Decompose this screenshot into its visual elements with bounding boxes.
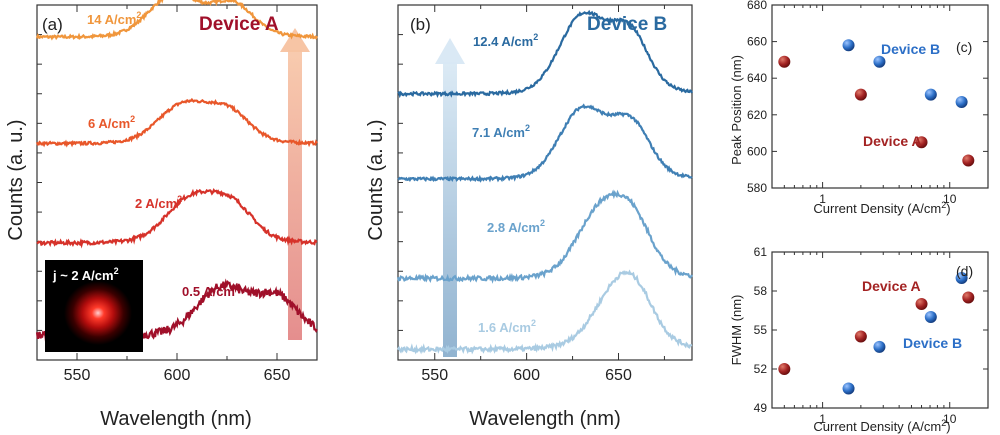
emission-inset: j ~ 2 A/cm2 (45, 260, 143, 352)
panel-c-axes: 580 600 620 640 660 680 1 10 (747, 0, 989, 206)
curve-label: 6 A/cm2 (88, 114, 135, 131)
panel-b: 550 600 650 (b) Device B 12.4 A/cm2 7.1 A/c… (365, 4, 693, 430)
x-tick-label: 10 (943, 192, 957, 206)
panel-d-letter: (d) (956, 263, 973, 279)
x-tick-label: 650 (264, 367, 291, 384)
data-point (778, 55, 791, 68)
y-tick-label: 660 (747, 35, 767, 49)
data-point (962, 291, 975, 304)
x-tick-label: 1 (819, 192, 826, 206)
spectrum-line (396, 189, 693, 284)
x-tick-label: 600 (164, 367, 191, 384)
spectrum-line (397, 269, 693, 355)
x-tick-label: 10 (943, 412, 957, 426)
y-tick-label: 580 (747, 181, 767, 195)
data-point (915, 136, 928, 149)
data-point (955, 272, 968, 284)
curve-label: 2 A/cm2 (135, 194, 182, 211)
panel-a-axes: 550 600 650 (36, 4, 318, 384)
panel-a-ylabel: Counts (a. u.) (5, 119, 27, 240)
panel-b-curves (396, 9, 693, 355)
y-tick-label: 52 (754, 362, 768, 376)
x-tick-label: 550 (421, 367, 448, 384)
data-point (873, 55, 886, 68)
panel-c-letter: (c) (956, 39, 972, 55)
y-tick-label: 58 (754, 284, 768, 298)
x-tick-label: 600 (513, 367, 540, 384)
panel-d: 49 52 55 58 61 1 10 (d) Device A Device B Curr… (729, 245, 989, 434)
curve-label: 14 A/cm2 (87, 10, 141, 27)
data-point (842, 382, 855, 395)
data-point (924, 88, 937, 101)
panel-b-axes: 550 600 650 (397, 4, 693, 384)
y-tick-label: 600 (747, 144, 767, 158)
panel-a-arrow-head (280, 28, 310, 52)
panel-b-arrow-shaft (443, 62, 457, 357)
panel-c-label-device-a: Device A (863, 133, 922, 149)
data-point (842, 39, 855, 52)
panel-a-curve-labels: 14 A/cm2 6 A/cm2 2 A/cm2 0.5 A/cm2 (87, 10, 240, 299)
panel-a-xlabel: Wavelength (nm) (100, 408, 252, 430)
panel-b-title: Device B (587, 14, 667, 35)
y-tick-label: 620 (747, 108, 767, 122)
panel-a-title: Device A (199, 14, 279, 35)
x-tick-label: 550 (64, 367, 91, 384)
data-point (778, 363, 791, 375)
data-point (854, 330, 867, 343)
panel-d-ylabel: FWHM (nm) (729, 295, 744, 366)
panel-c-ylabel: Peak Position (nm) (729, 55, 744, 165)
y-tick-label: 49 (754, 401, 768, 415)
x-tick-label: 1 (819, 412, 826, 426)
data-point (915, 298, 928, 310)
panel-c: 580 600 620 640 660 680 1 10 (c) Device B Devic… (729, 0, 989, 216)
spectrum-line (397, 103, 693, 183)
y-tick-label: 55 (754, 323, 768, 337)
panel-c-label-device-b: Device B (881, 41, 940, 57)
panel-c-xlabel: Current Density (A/cm2) (813, 200, 950, 216)
curve-label: 2.8 A/cm2 (487, 218, 545, 235)
spectrum-line (35, 0, 318, 41)
data-point (873, 340, 886, 353)
panel-b-arrow-head (435, 38, 465, 64)
x-tick-label: 650 (605, 367, 632, 384)
spectrum-line (35, 97, 318, 148)
panel-a-arrow-shaft (288, 50, 302, 340)
data-point (854, 88, 867, 101)
panel-a: 550 600 650 (a) Device A 14 A/cm2 6 A/cm2 2 … (5, 0, 318, 430)
panel-c-points (778, 39, 975, 167)
inset-label: j ~ 2 A/cm2 (52, 266, 119, 283)
panel-d-points (778, 272, 975, 395)
panel-d-axes: 49 52 55 58 61 1 10 (754, 245, 989, 426)
panel-d-label-device-b: Device B (903, 335, 962, 351)
panel-b-xlabel: Wavelength (nm) (469, 408, 621, 430)
data-point (955, 95, 968, 108)
panel-b-curve-labels: 12.4 A/cm2 7.1 A/cm2 2.8 A/cm2 1.6 A/cm2 (472, 32, 545, 335)
inset-glow (64, 281, 132, 345)
curve-label: 12.4 A/cm2 (473, 32, 538, 49)
panel-d-label-device-a: Device A (862, 278, 921, 294)
curve-label: 7.1 A/cm2 (472, 123, 530, 140)
y-tick-label: 680 (747, 0, 767, 12)
data-point (962, 154, 975, 167)
y-tick-label: 61 (754, 245, 768, 259)
spectrum-line (397, 9, 693, 99)
panel-a-letter: (a) (42, 15, 63, 34)
panel-d-xlabel: Current Density (A/cm2) (813, 418, 950, 434)
curve-label: 0.5 A/cm2 (182, 282, 240, 299)
curve-label: 1.6 A/cm2 (478, 318, 536, 335)
y-tick-label: 640 (747, 71, 767, 85)
plot-frame (771, 4, 989, 189)
data-point (924, 311, 937, 323)
panel-b-letter: (b) (410, 15, 431, 34)
panel-b-ylabel: Counts (a. u.) (365, 119, 387, 240)
spectrum-line (36, 187, 318, 249)
